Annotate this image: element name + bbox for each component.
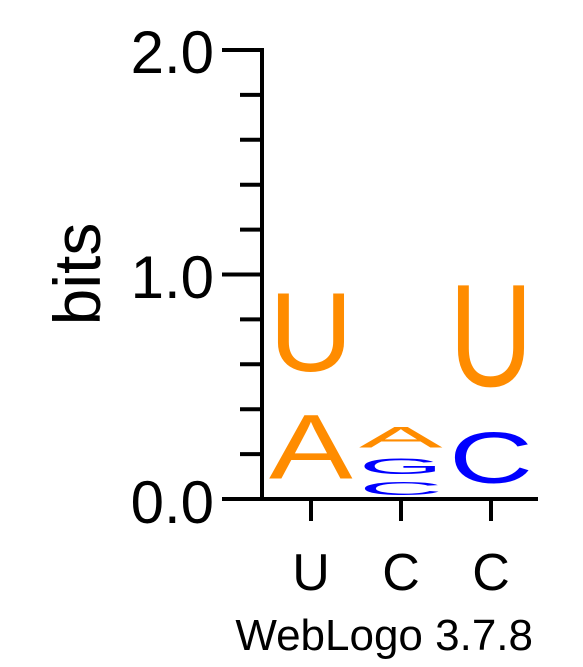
weblogo-footer: WebLogo 3.7.8 [235,611,533,660]
y-tick-label-1: 1.0 [131,244,214,311]
logo-letter-a-pos1: A [269,396,353,499]
logo-letter-c-pos3: C [449,418,533,499]
logo-letter-c-pos2: C [359,479,443,499]
y-axis-label: bits [40,223,114,326]
axes [222,48,538,521]
x-tick-label-1: U [292,544,330,602]
y-tick-label-0: 0.0 [131,469,214,536]
x-tick-label-3: C [472,544,510,602]
logo-letter-u-pos1: U [269,271,353,396]
logo-letter-u-pos3: U [449,254,533,418]
logo-letter-g-pos2: G [359,454,443,479]
x-tick-label-2: C [382,544,420,602]
y-tick-label-2: 2.0 [131,19,214,86]
logo-letter-a-pos2: A [359,420,443,454]
